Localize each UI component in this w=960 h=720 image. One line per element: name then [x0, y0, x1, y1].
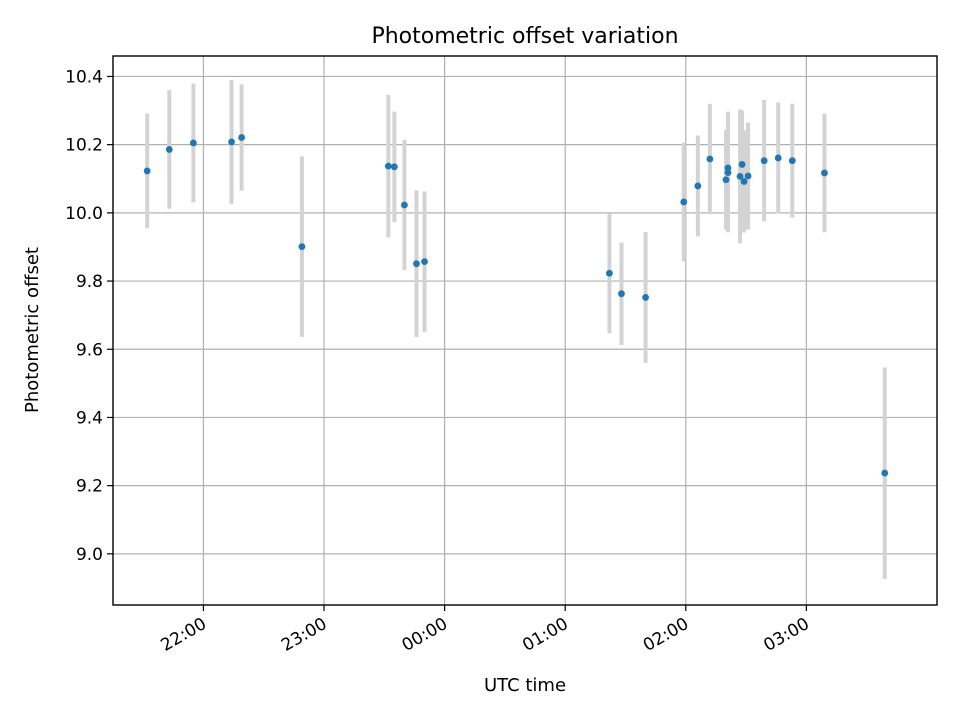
- y-tick-label: 9.4: [76, 408, 103, 428]
- data-point: [421, 258, 428, 266]
- data-point: [724, 164, 732, 172]
- data-point: [694, 182, 702, 190]
- data-point: [390, 163, 398, 171]
- data-point: [744, 172, 752, 180]
- data-points: [143, 134, 889, 477]
- data-point: [228, 138, 235, 146]
- data-point: [774, 154, 782, 162]
- data-point: [706, 155, 714, 163]
- data-point: [740, 178, 748, 185]
- data-point: [238, 134, 246, 141]
- y-tick-label: 9.2: [76, 477, 103, 497]
- data-point: [821, 169, 828, 177]
- y-axis-label: Photometric offset: [22, 247, 43, 413]
- data-point: [736, 172, 744, 180]
- y-tick-label: 10.2: [65, 136, 103, 156]
- data-point: [724, 169, 732, 177]
- data-point: [143, 167, 151, 175]
- data-point: [606, 269, 613, 277]
- data-point: [165, 146, 173, 153]
- chart-title: Photometric offset variation: [371, 24, 678, 49]
- data-point: [881, 469, 889, 477]
- y-tick-label: 9.6: [76, 340, 103, 360]
- plot-frame: [112, 55, 938, 606]
- data-point: [760, 157, 768, 165]
- data-point: [189, 139, 197, 147]
- y-tick-label: 9.8: [76, 272, 103, 292]
- data-point: [788, 157, 796, 165]
- x-axis-label: UTC time: [484, 675, 566, 696]
- data-point: [618, 290, 625, 298]
- data-point: [401, 201, 408, 209]
- y-tick-label: 10.4: [65, 67, 103, 87]
- data-point: [680, 198, 688, 206]
- data-point: [413, 260, 420, 268]
- data-point: [738, 161, 746, 168]
- data-point: [384, 162, 392, 170]
- data-point: [722, 176, 730, 184]
- grid: [113, 56, 937, 605]
- y-tick-label: 9.0: [76, 545, 103, 565]
- data-point: [642, 294, 649, 301]
- y-tick-label: 10.0: [65, 204, 103, 224]
- data-point: [298, 243, 306, 251]
